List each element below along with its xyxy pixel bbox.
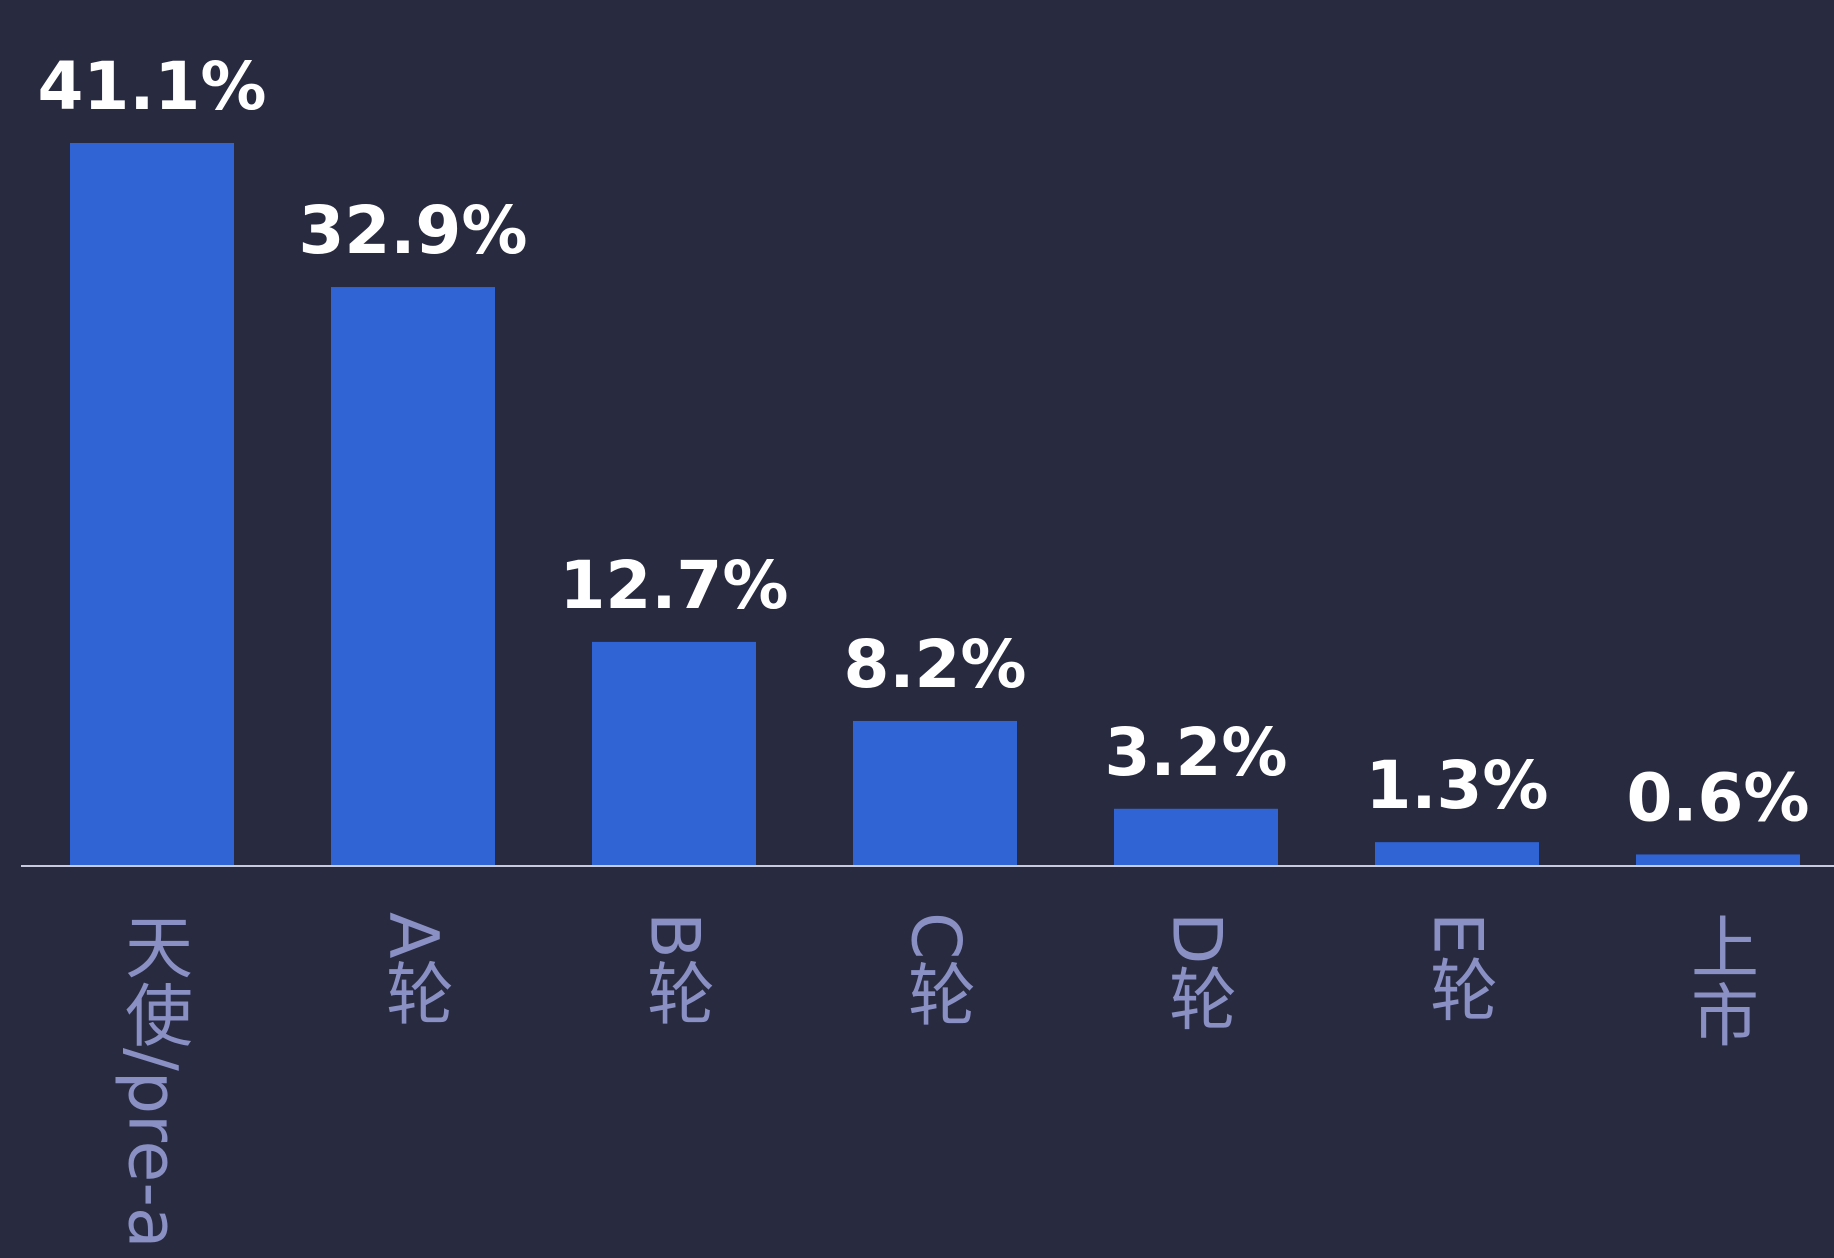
bar: [1375, 842, 1539, 865]
x-tick-label: 上市: [1679, 912, 1758, 1048]
value-label: 3.2%: [1104, 714, 1287, 791]
value-label: 32.9%: [299, 192, 528, 269]
bar: [853, 720, 1017, 865]
bar: [1114, 808, 1278, 865]
x-tick-label: E轮: [1418, 912, 1497, 1023]
value-label: 41.1%: [38, 48, 267, 125]
value-label: 12.7%: [560, 547, 789, 624]
x-tick-label: B轮: [635, 912, 714, 1027]
x-tick-label: D轮: [1157, 912, 1236, 1032]
value-label: 1.3%: [1365, 747, 1548, 824]
value-label: 8.2%: [843, 626, 1026, 703]
x-tick-label: 天使/pre-a: [113, 912, 192, 1249]
bar: [1636, 854, 1800, 865]
x-tick-label: C轮: [896, 912, 975, 1027]
bar: [592, 641, 756, 865]
bar: [331, 287, 495, 865]
x-tick-label: A轮: [374, 912, 453, 1027]
value-label: 0.6%: [1626, 759, 1809, 836]
bar: [70, 143, 234, 865]
